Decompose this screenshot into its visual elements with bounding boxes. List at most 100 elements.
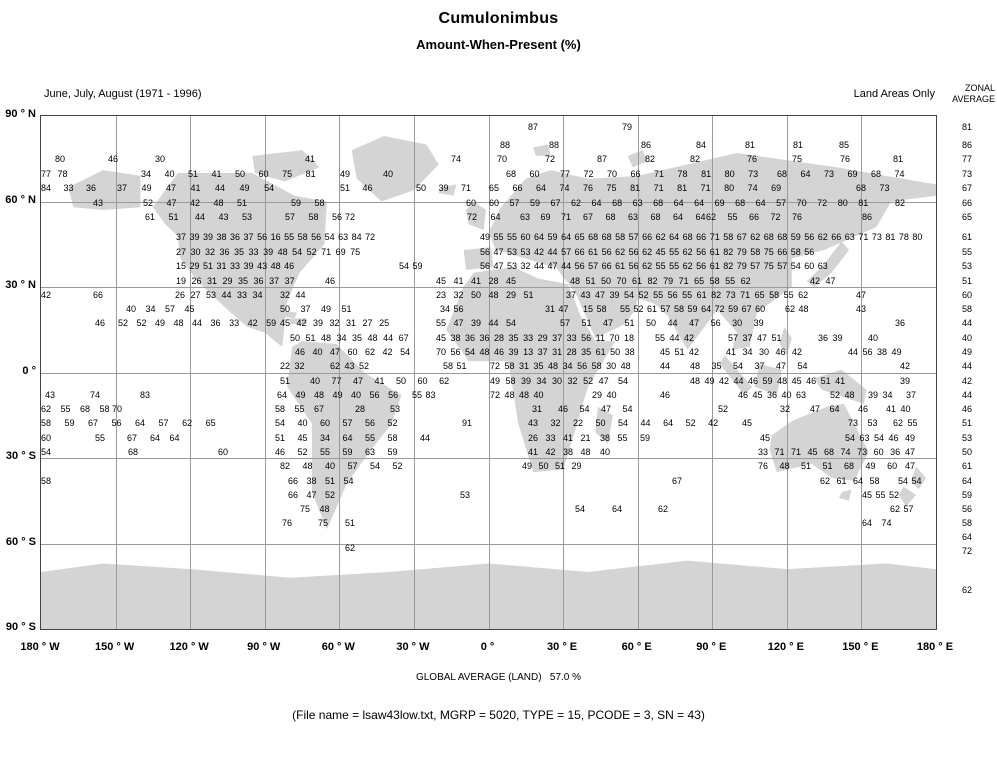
map-value: 44 43 53 <box>195 212 253 222</box>
zonal-average-value: 40 <box>962 333 973 343</box>
arctic-islands <box>252 150 320 182</box>
map-value: 49 <box>340 169 351 179</box>
map-value: 87 <box>528 122 539 132</box>
new-zealand-south <box>898 486 917 507</box>
map-value: 26 27 53 44 33 34 <box>175 290 263 300</box>
lon-label: 120 ° E <box>767 641 804 653</box>
zonal-average-value: 42 <box>962 376 973 386</box>
map-value: 82 <box>895 198 906 208</box>
tasmania <box>839 489 852 501</box>
zonal-average-value: 59 <box>962 490 973 500</box>
map-value: 83 <box>140 390 151 400</box>
map-value: 34 56 <box>440 304 464 314</box>
lon-label: 60 ° W <box>321 641 355 653</box>
map-value: 46 40 47 60 62 42 54 <box>295 347 411 357</box>
map-value: 51 45 34 64 55 58 <box>275 433 398 443</box>
madagascar <box>595 406 613 444</box>
grid-line-horizontal <box>41 287 936 288</box>
map-value: 43 32 22 50 54 44 64 52 42 <box>528 418 719 428</box>
map-value: 85 <box>839 140 850 150</box>
map-value: 37 43 47 39 54 52 55 56 55 61 82 73 71 6… <box>566 290 809 300</box>
zonal-average-value: 61 <box>962 232 973 242</box>
zonal-average-value: 46 <box>962 404 973 414</box>
map-value: 30 <box>155 154 166 164</box>
map-value: 45 <box>760 433 771 443</box>
map-value: 72 64 <box>467 212 501 222</box>
map-value: 68 <box>128 447 139 457</box>
map-value: 46 <box>325 276 336 286</box>
lon-label: 90 ° E <box>696 641 727 653</box>
map-value: 46 <box>660 390 671 400</box>
map-value: 55 52 61 57 58 59 64 72 59 67 60 <box>620 304 766 314</box>
page-subtitle: Amount-When-Present (%) <box>416 37 581 52</box>
map-value: 54 63 54 46 <box>845 433 899 443</box>
map-value: 60 <box>466 198 477 208</box>
map-value: 55 47 39 44 54 <box>436 318 517 328</box>
zonal-average-value: 72 <box>962 546 973 556</box>
map-value: 42 <box>41 290 52 300</box>
map-value: 77 72 70 66 71 78 81 80 73 <box>560 169 759 179</box>
map-value: 43 <box>93 198 104 208</box>
map-value: 62 43 52 <box>330 361 370 371</box>
season-label: June, July, August (1971 - 1996) <box>44 88 202 100</box>
zonal-average-value: 86 <box>962 140 973 150</box>
zonal-average-value: 64 <box>962 476 973 486</box>
map-value: 73 53 <box>848 418 878 428</box>
zonal-average-value: 53 <box>962 261 973 271</box>
map-value: 51 <box>280 376 291 386</box>
svalbard <box>533 144 551 156</box>
lon-label: 120 ° W <box>169 641 209 653</box>
map-value: 51 <box>345 518 356 528</box>
map-value: 61 51 <box>145 212 179 222</box>
map-value: 54 40 60 57 56 52 <box>275 418 398 428</box>
map-value: 37 49 47 41 44 49 54 <box>117 183 275 193</box>
map-value: 42 <box>900 361 911 371</box>
map-value: 82 48 40 57 54 52 <box>280 461 403 471</box>
map-value: 68 60 <box>506 169 540 179</box>
map-value: 76 48 51 51 68 49 60 <box>758 461 898 471</box>
file-info-label: (File name = lsaw43low.txt, MGRP = 5020,… <box>292 708 705 722</box>
japan <box>806 241 849 287</box>
map-value: 56 47 53 32 44 47 44 56 57 66 61 56 62 5… <box>480 261 828 271</box>
zonal-average-value: 51 <box>962 418 973 428</box>
global-average-label: GLOBAL AVERAGE (LAND) 57.0 % <box>415 672 582 683</box>
map-value: 65 66 64 74 76 75 81 71 81 71 80 74 69 <box>489 183 782 193</box>
map-value: 48 35 54 37 47 54 <box>690 361 808 371</box>
map-value: 39 34 <box>868 390 893 400</box>
map-value: 45 <box>742 418 753 428</box>
map-value: 41 <box>305 154 316 164</box>
lon-label: 30 ° W <box>396 641 430 653</box>
map-value: 44 <box>420 433 431 443</box>
map-value: 68 73 <box>856 183 890 193</box>
new-zealand-north <box>911 466 927 490</box>
map-value: 76 <box>282 518 293 528</box>
cuba <box>272 309 298 319</box>
map-value: 87 <box>597 154 608 164</box>
iberia <box>463 247 494 270</box>
map-value: 62 55 68 58 <box>41 404 110 414</box>
map-value: 49 58 39 34 30 32 52 47 <box>490 376 609 386</box>
map-value: 23 32 50 48 29 51 <box>436 290 534 300</box>
zonal-average-value: 44 <box>962 361 973 371</box>
map-value: 58 55 67 <box>275 404 325 414</box>
map-value: 32 <box>780 404 791 414</box>
map-value: 67 <box>127 433 138 443</box>
map-value: 22 32 <box>280 361 305 371</box>
map-value: 55 83 <box>412 390 436 400</box>
map-value: 34 40 51 41 50 60 75 81 <box>141 169 316 179</box>
map-value: 59 58 <box>291 198 325 208</box>
map-value: 55 <box>95 433 106 443</box>
map-value: 64 49 48 49 40 56 56 <box>277 390 399 400</box>
map-value: 47 <box>905 461 916 471</box>
lon-label: 90 ° W <box>247 641 281 653</box>
map-value: 60 57 59 67 62 64 68 63 68 64 64 69 68 6… <box>489 198 869 208</box>
map-value: 49 55 55 60 64 59 64 65 68 68 58 57 66 6… <box>480 232 923 242</box>
world-map-panel <box>40 115 937 630</box>
zonal-average-value: 61 <box>962 461 973 471</box>
map-value: 57 51 47 51 50 44 47 56 30 39 <box>560 318 764 328</box>
map-value: 81 <box>793 140 804 150</box>
map-value: 49 50 51 29 <box>522 461 582 471</box>
map-value: 42 48 51 <box>190 198 248 208</box>
map-value: 75 48 <box>300 504 330 514</box>
